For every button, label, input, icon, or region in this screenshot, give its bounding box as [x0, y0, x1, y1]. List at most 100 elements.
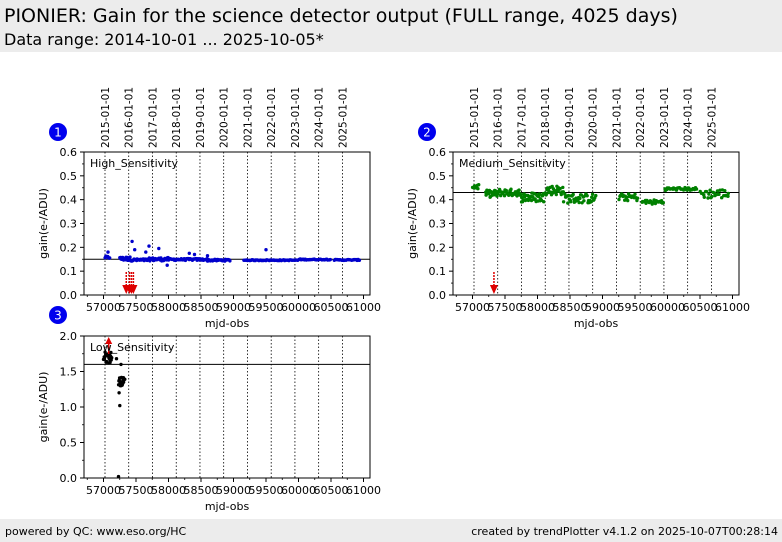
- data-point: [717, 192, 721, 196]
- data-point: [106, 250, 110, 254]
- plot-frame: [83, 335, 371, 479]
- panel-badge-number: 3: [54, 309, 62, 323]
- year-label: 2025-01-01: [337, 87, 349, 148]
- data-point: [544, 192, 548, 196]
- x-tick-label: 58000: [151, 484, 186, 497]
- data-point: [558, 186, 562, 191]
- year-label: 2024-01-01: [683, 87, 695, 148]
- y-tick-label: 0.4: [429, 194, 447, 207]
- year-label: 2025-01-01: [706, 87, 718, 148]
- data-points: [101, 350, 127, 479]
- year-label: 2015-01-01: [100, 87, 112, 148]
- data-point: [502, 194, 507, 198]
- data-point: [114, 357, 119, 361]
- x-tick-label: 60500: [314, 301, 349, 314]
- y-tick-label: 0.3: [429, 218, 447, 231]
- data-point: [110, 356, 114, 360]
- data-point: [590, 195, 594, 199]
- year-label: 2022-01-01: [266, 87, 278, 148]
- data-point: [205, 254, 210, 258]
- year-label: 2017-01-01: [517, 87, 529, 148]
- data-point: [554, 192, 558, 197]
- data-point: [192, 252, 197, 257]
- x-tick-label: 61000: [346, 301, 381, 314]
- x-tick-label: 60500: [683, 301, 718, 314]
- data-point: [578, 196, 582, 201]
- y-axis-label: gain(e-/ADU): [37, 188, 50, 259]
- year-label: 2016-01-01: [124, 87, 136, 148]
- data-point: [561, 200, 566, 204]
- x-tick-label: 57500: [119, 301, 154, 314]
- x-tick-label: 59500: [249, 301, 284, 314]
- y-tick-label: 0.2: [60, 241, 78, 254]
- panel-label: Low_Sensitivity: [90, 341, 175, 354]
- x-tick-label: 58500: [553, 301, 588, 314]
- footer-credit: powered by QC: www.eso.org/HC: [5, 525, 187, 538]
- x-tick-label: 58500: [184, 484, 219, 497]
- year-label: 2015-01-01: [469, 87, 481, 148]
- year-label: 2018-01-01: [171, 87, 183, 148]
- x-axis-label: mjd-obs: [205, 317, 250, 330]
- panel-badge-number: 2: [423, 126, 431, 140]
- data-point: [635, 196, 640, 200]
- panel-badge-number: 1: [54, 126, 62, 140]
- data-point: [582, 199, 586, 203]
- data-point: [133, 248, 137, 252]
- data-point: [585, 194, 589, 198]
- x-tick-label: 58000: [151, 301, 186, 314]
- year-label: 2016-01-01: [493, 87, 505, 148]
- y-tick-label: 1.5: [60, 366, 78, 379]
- data-point: [476, 187, 480, 191]
- outlier-arrow-head: [489, 285, 498, 294]
- x-tick-label: 60500: [314, 484, 349, 497]
- chart-panel-1: 2015-01-01 2016-01-01 2017-01-01 2018-01-01…: [37, 87, 381, 330]
- page-subtitle: Data range: 2014-10-01 ... 2025-10-05*: [4, 30, 324, 49]
- data-point: [517, 188, 521, 192]
- panel-badge: [49, 306, 67, 324]
- x-tick-label: 58500: [184, 301, 219, 314]
- x-tick-label: 58000: [520, 301, 555, 314]
- data-point: [694, 187, 699, 191]
- y-tick-label: 0.4: [60, 194, 78, 207]
- panel-label: Medium_Sensitivity: [459, 157, 566, 170]
- x-tick-label: 59000: [216, 301, 251, 314]
- data-point: [357, 258, 362, 262]
- y-tick-label: 0.5: [60, 437, 78, 450]
- x-tick-label: 57000: [86, 484, 121, 497]
- chart-panel-3: 0.0 0.5 1.0 1.5 2.0 5700057500580005850059000…: [37, 306, 381, 513]
- x-axis-label: mjd-obs: [205, 500, 250, 513]
- header-bar: PIONIER: Gain for the science detector o…: [0, 0, 782, 52]
- data-point: [108, 256, 112, 260]
- x-tick-label: 59500: [618, 301, 653, 314]
- x-tick-label: 61000: [715, 301, 750, 314]
- panel-badge: [418, 123, 436, 141]
- data-point: [515, 194, 519, 198]
- data-point: [109, 350, 113, 355]
- data-point: [617, 197, 621, 202]
- chart-panel-2: 2015-01-01 2016-01-01 2017-01-01 2018-01-01…: [406, 87, 750, 330]
- year-label: 2019-01-01: [195, 87, 207, 148]
- data-point: [710, 194, 714, 199]
- panel-badge: [49, 123, 67, 141]
- data-point: [566, 193, 571, 198]
- y-tick-label: 0.6: [60, 146, 78, 159]
- data-point: [228, 259, 232, 263]
- data-point: [165, 263, 169, 267]
- data-point: [264, 248, 268, 252]
- data-point: [484, 193, 488, 197]
- data-point: [577, 200, 581, 205]
- y-tick-label: 2.0: [60, 330, 78, 343]
- data-point: [147, 244, 151, 248]
- year-label: 2020-01-01: [588, 87, 600, 148]
- outlier-arrow-head: [129, 285, 138, 294]
- y-tick-label: 0.0: [429, 289, 447, 302]
- data-point: [187, 251, 191, 255]
- data-point: [594, 193, 598, 198]
- y-tick-label: 0.3: [60, 218, 78, 231]
- y-tick-label: 0.5: [60, 170, 78, 183]
- data-point: [477, 183, 481, 187]
- year-label: 2018-01-01: [540, 87, 552, 148]
- data-point: [626, 198, 630, 203]
- y-tick-label: 0.6: [429, 146, 447, 159]
- panel-label: High_Sensitivity: [90, 157, 179, 170]
